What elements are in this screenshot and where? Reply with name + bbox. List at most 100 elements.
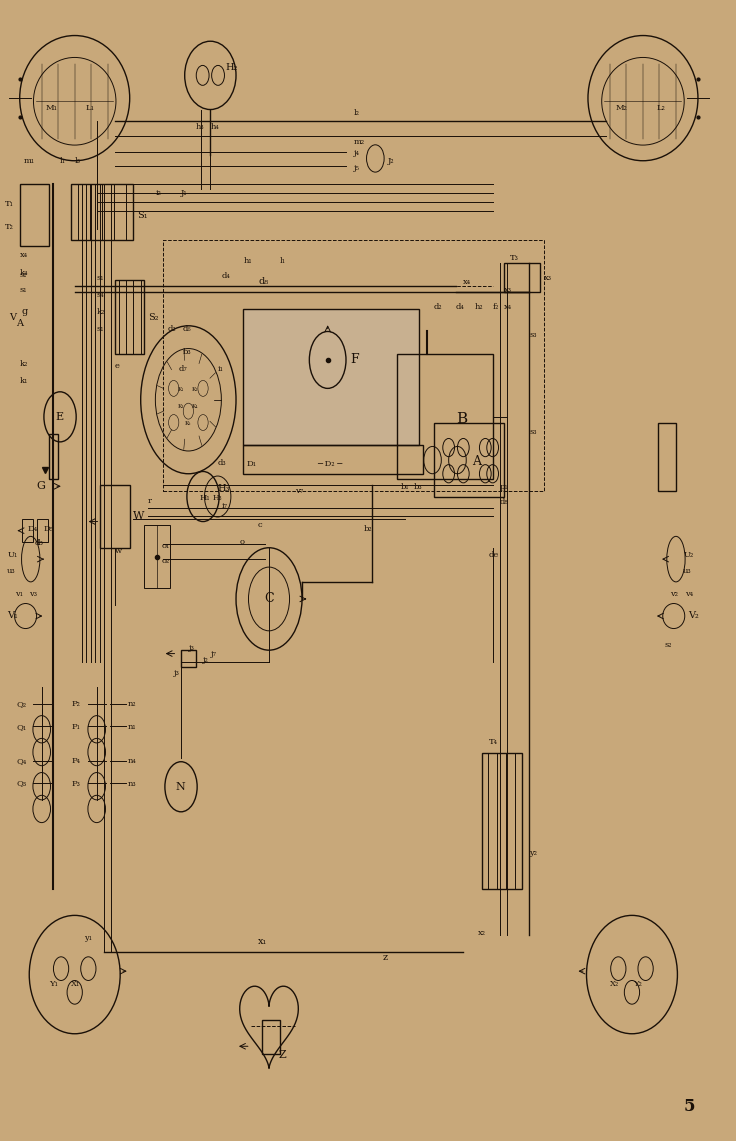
Text: D₄: D₄ — [27, 525, 38, 533]
Bar — [20, 184, 49, 246]
Text: l₃: l₃ — [75, 157, 81, 165]
Text: U₂: U₂ — [683, 551, 693, 559]
Text: j₃: j₃ — [188, 645, 194, 653]
Text: T₃: T₃ — [509, 253, 518, 261]
Bar — [71, 184, 133, 241]
Text: j₇: j₇ — [210, 650, 216, 658]
Text: l₂: l₂ — [353, 110, 359, 118]
Text: n₁: n₁ — [127, 722, 136, 730]
Text: s₄: s₄ — [96, 291, 105, 299]
Text: K₁: K₁ — [177, 387, 184, 391]
Text: d₄: d₄ — [222, 272, 230, 280]
Text: h₄: h₄ — [210, 123, 219, 131]
Text: j₂: j₂ — [203, 656, 209, 664]
Text: D₁: D₁ — [247, 460, 257, 468]
Bar — [100, 485, 130, 548]
Text: b₁: b₁ — [401, 483, 410, 491]
Bar — [22, 519, 33, 542]
Text: x₃: x₃ — [504, 285, 512, 293]
Text: l₁: l₁ — [60, 157, 66, 165]
Text: T₄: T₄ — [489, 737, 498, 745]
Text: K₂: K₂ — [192, 387, 199, 391]
Text: B: B — [456, 412, 467, 426]
Text: f₂: f₂ — [492, 302, 499, 310]
Text: n₃: n₃ — [127, 779, 136, 787]
Text: s₂: s₂ — [665, 641, 673, 649]
Text: G: G — [37, 480, 46, 491]
Text: j₃: j₃ — [174, 670, 180, 678]
Text: o₂: o₂ — [161, 557, 169, 565]
Text: v₂: v₂ — [670, 590, 678, 598]
Bar — [658, 422, 676, 491]
Bar — [115, 281, 144, 354]
Text: s₁: s₁ — [96, 274, 105, 282]
Bar — [181, 650, 196, 667]
Text: Q₂: Q₂ — [16, 699, 26, 707]
Text: d₂: d₂ — [434, 302, 442, 310]
Text: y₂: y₂ — [529, 849, 537, 857]
Bar — [37, 519, 48, 542]
Text: Q₄: Q₄ — [16, 756, 26, 764]
Bar — [503, 264, 540, 292]
Text: u₃: u₃ — [683, 567, 692, 575]
Text: L₂: L₂ — [657, 104, 665, 112]
Text: H₃: H₃ — [218, 484, 230, 493]
Text: z: z — [383, 953, 388, 962]
Bar — [163, 241, 544, 491]
Text: l₁: l₁ — [280, 257, 286, 265]
Text: d₈: d₈ — [500, 499, 509, 507]
Text: L₁: L₁ — [85, 104, 95, 112]
Text: X₂: X₂ — [610, 980, 619, 988]
Text: 5: 5 — [683, 1098, 695, 1115]
Text: x₄: x₄ — [464, 277, 472, 285]
Text: db: db — [35, 540, 44, 548]
Text: M₂: M₂ — [616, 104, 628, 112]
Text: n₂: n₂ — [127, 699, 136, 707]
Text: E: E — [56, 412, 64, 422]
Text: k₁: k₁ — [20, 377, 28, 385]
Text: d₄: d₄ — [456, 302, 464, 310]
Text: m₁: m₁ — [24, 157, 35, 165]
Text: r: r — [148, 497, 152, 505]
Text: b₃: b₃ — [183, 348, 191, 356]
Text: K₄: K₄ — [192, 404, 199, 408]
Text: g: g — [22, 307, 28, 316]
Text: ─ D₂ ─: ─ D₂ ─ — [316, 460, 342, 468]
Text: V: V — [9, 313, 15, 322]
Text: J₁: J₁ — [181, 189, 188, 197]
Text: e: e — [115, 362, 120, 370]
Text: v₇: v₇ — [294, 487, 302, 495]
Text: S₁: S₁ — [137, 211, 148, 220]
Text: M₁: M₁ — [46, 104, 57, 112]
Text: b₃: b₃ — [414, 483, 422, 491]
Text: h₃: h₃ — [196, 123, 205, 131]
Text: V₂: V₂ — [688, 612, 699, 621]
Text: X₁: X₁ — [71, 980, 80, 988]
Text: i₂: i₂ — [155, 189, 161, 197]
Text: N: N — [176, 783, 185, 792]
Text: Y₁: Y₁ — [49, 980, 58, 988]
Text: d₇: d₇ — [179, 365, 188, 373]
Text: Q₁: Q₁ — [16, 722, 26, 730]
Text: s₁: s₁ — [96, 325, 105, 333]
Text: D₅: D₅ — [44, 525, 54, 533]
Text: k₂: k₂ — [96, 308, 105, 316]
Bar — [244, 309, 420, 445]
Text: s₃: s₃ — [529, 331, 537, 339]
Text: j₄: j₄ — [353, 149, 359, 157]
Text: W: W — [133, 511, 145, 521]
Text: H₁: H₁ — [199, 494, 210, 502]
Text: x₂: x₂ — [478, 929, 486, 937]
Text: h₂: h₂ — [474, 302, 483, 310]
Text: A: A — [16, 318, 23, 327]
Text: K₅: K₅ — [185, 421, 191, 426]
Text: Y₂: Y₂ — [634, 980, 643, 988]
Bar — [397, 354, 492, 479]
Text: y₁: y₁ — [84, 934, 92, 942]
Text: s₂: s₂ — [20, 270, 27, 278]
Text: s₁: s₁ — [20, 285, 27, 293]
Text: Z: Z — [278, 1050, 286, 1060]
Text: H₂: H₂ — [225, 63, 238, 72]
Text: C: C — [264, 592, 274, 606]
Text: T₂: T₂ — [5, 222, 14, 230]
